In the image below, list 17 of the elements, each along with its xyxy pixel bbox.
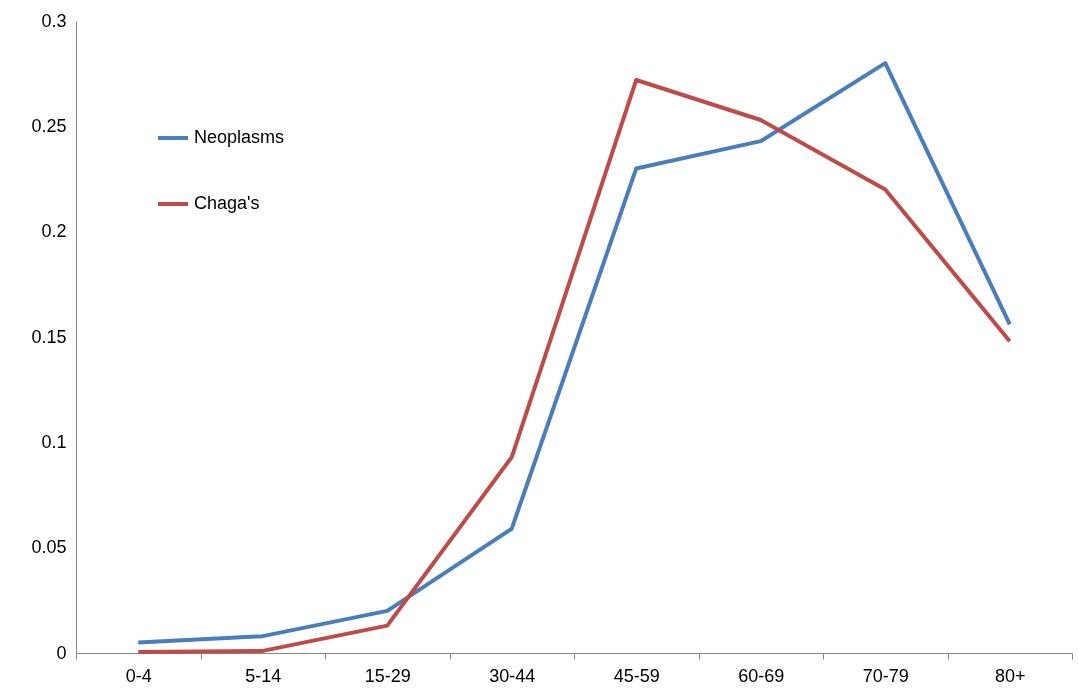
x-tick-label: 60-69 [738, 665, 785, 686]
x-tick-label: 30-44 [489, 665, 536, 686]
y-tick-label: 0.2 [41, 221, 67, 242]
legend-label: Chaga's [194, 193, 260, 213]
legend-label: Neoplasms [194, 127, 285, 147]
y-tick-label: 0.05 [31, 537, 67, 558]
y-tick-label: 0.25 [31, 115, 67, 136]
x-tick-label: 15-29 [364, 665, 411, 686]
x-tick-label: 70-79 [862, 665, 909, 686]
y-tick-label: 0 [56, 642, 67, 663]
x-tick-label: 5-14 [245, 665, 282, 686]
y-tick-label: 0.1 [41, 431, 67, 452]
x-tick-label: 0-4 [125, 665, 152, 686]
y-tick-label: 0.15 [31, 326, 67, 347]
x-tick-label: 80+ [994, 665, 1026, 686]
x-tick-label: 45-59 [613, 665, 660, 686]
y-tick-label: 0.3 [41, 10, 67, 31]
